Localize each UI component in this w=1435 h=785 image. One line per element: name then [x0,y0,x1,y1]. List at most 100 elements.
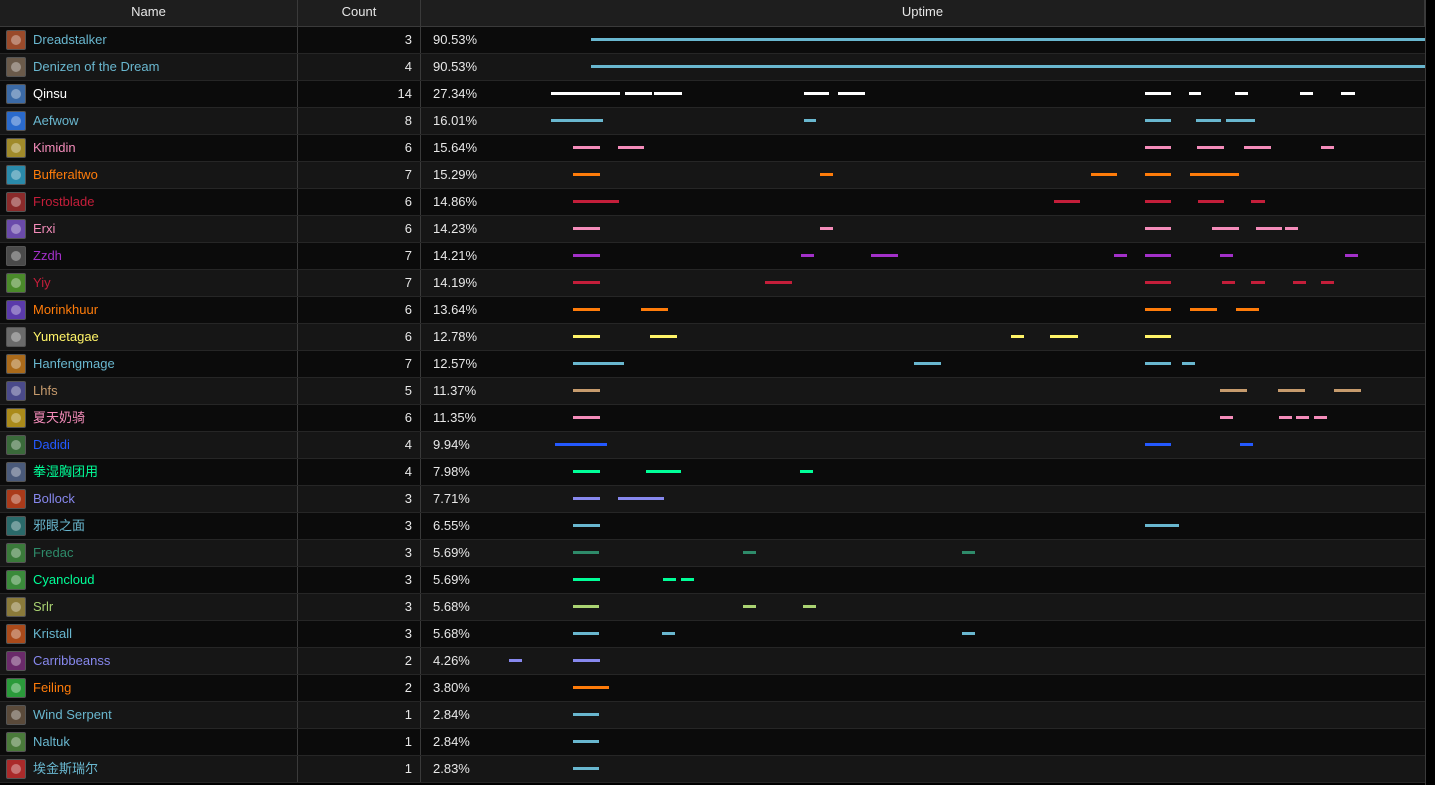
table-row[interactable]: Kimidin 6 15.64% [0,135,1425,162]
table-row[interactable]: Fredac 3 5.69% [0,540,1425,567]
player-name-link[interactable]: Kimidin [33,140,76,155]
count-cell: 4 [298,432,421,458]
player-name-link[interactable]: Dadidi [33,437,70,452]
player-name-link[interactable]: Feiling [33,680,72,695]
uptime-segment [1236,308,1259,311]
table-row[interactable]: Dreadstalker 3 90.53% [0,27,1425,54]
uptime-timeline [491,81,1425,107]
player-name-link[interactable]: Bollock [33,491,75,506]
table-row[interactable]: Kristall 3 5.68% [0,621,1425,648]
uptime-segment [649,335,677,338]
table-row[interactable]: Aefwow 8 16.01% [0,108,1425,135]
table-row[interactable]: Qinsu 14 27.34% [0,81,1425,108]
table-row[interactable]: 拳湿胸团用 4 7.98% [0,459,1425,486]
uptime-segment [1054,200,1081,203]
player-name-link[interactable]: Wind Serpent [33,707,112,722]
table-row[interactable]: Feiling 2 3.80% [0,675,1425,702]
table-row[interactable]: Morinkhuur 6 13.64% [0,297,1425,324]
table-row[interactable]: Yiy 7 14.19% [0,270,1425,297]
table-row[interactable]: Denizen of the Dream 4 90.53% [0,54,1425,81]
table-row[interactable]: Zzdh 7 14.21% [0,243,1425,270]
name-cell: Frostblade [0,189,298,215]
player-name-link[interactable]: Qinsu [33,86,67,101]
count-cell: 4 [298,54,421,80]
player-name-link[interactable]: Bufferaltwo [33,167,98,182]
uptime-timeline [491,54,1425,80]
player-name-link[interactable]: Aefwow [33,113,79,128]
player-name-link[interactable]: Lhfs [33,383,58,398]
warrior-icon [6,381,26,401]
header-uptime[interactable]: Uptime [421,0,1425,26]
player-name-link[interactable]: Yumetagae [33,329,99,344]
count-cell: 1 [298,702,421,728]
name-cell: Cyancloud [0,567,298,593]
uptime-segment [1144,308,1171,311]
player-name-link[interactable]: Naltuk [33,734,70,749]
mage-icon [6,111,26,131]
uptime-segment [1144,524,1180,527]
table-row[interactable]: 邪眼之面 3 6.55% [0,513,1425,540]
player-name-link[interactable]: Frostblade [33,194,95,209]
uptime-segment [1344,254,1358,257]
uptime-percent: 13.64% [433,302,478,317]
pet-icon [6,732,26,752]
uptime-segment [573,281,601,284]
player-name-link[interactable]: Zzdh [33,248,62,263]
table-row[interactable]: Carribbeanss 2 4.26% [0,648,1425,675]
table-row[interactable]: Frostblade 6 14.86% [0,189,1425,216]
count-cell: 3 [298,513,421,539]
uptime-segment [1255,227,1283,230]
table-row[interactable]: 夏天奶骑 6 11.35% [0,405,1425,432]
player-name-link[interactable]: Srlr [33,599,54,614]
uptime-segment [573,308,601,311]
count-cell: 7 [298,270,421,296]
player-name-link[interactable]: Erxi [33,221,56,236]
druid-icon [6,678,26,698]
table-row[interactable]: Hanfengmage 7 12.57% [0,351,1425,378]
table-row[interactable]: Bufferaltwo 7 15.29% [0,162,1425,189]
player-name-link[interactable]: Fredac [33,545,74,560]
name-cell: Lhfs [0,378,298,404]
table-row[interactable]: Bollock 3 7.71% [0,486,1425,513]
uptime-timeline [491,405,1425,431]
player-name-link[interactable]: Dreadstalker [33,32,107,47]
player-name-link[interactable]: 拳湿胸团用 [33,464,99,479]
table-row[interactable]: Srlr 3 5.68% [0,594,1425,621]
uptime-segment [508,659,522,662]
player-name-link[interactable]: Denizen of the Dream [33,59,160,74]
header-name[interactable]: Name [0,0,298,26]
player-name-link[interactable]: Morinkhuur [33,302,99,317]
count-cell: 8 [298,108,421,134]
player-name-link[interactable]: Hanfengmage [33,356,115,371]
table-row[interactable]: Lhfs 5 11.37% [0,378,1425,405]
uptime-timeline [491,27,1425,53]
table-row[interactable]: Yumetagae 6 12.78% [0,324,1425,351]
uptime-percent: 2.83% [433,761,470,776]
table-row[interactable]: Naltuk 1 2.84% [0,729,1425,756]
player-name-link[interactable]: Carribbeanss [33,653,111,668]
uptime-segment [618,497,664,500]
player-name-link[interactable]: Yiy [33,275,51,290]
uptime-percent: 7.71% [433,491,470,506]
player-name-link[interactable]: Kristall [33,626,73,641]
header-count[interactable]: Count [298,0,421,26]
uptime-timeline [491,567,1425,593]
name-cell: Zzdh [0,243,298,269]
table-row[interactable]: Dadidi 4 9.94% [0,432,1425,459]
uptime-timeline [491,756,1425,782]
table-row[interactable]: Cyancloud 3 5.69% [0,567,1425,594]
count-cell: 1 [298,756,421,782]
uptime-percent: 14.21% [433,248,478,263]
table-row[interactable]: Wind Serpent 1 2.84% [0,702,1425,729]
table-row[interactable]: 埃金斯瑞尔 1 2.83% [0,756,1425,783]
uptime-segment [573,632,600,635]
table-row[interactable]: Erxi 6 14.23% [0,216,1425,243]
player-name-link[interactable]: 夏天奶骑 [33,410,86,425]
uptime-segment [1278,389,1305,392]
player-name-link[interactable]: 埃金斯瑞尔 [33,761,99,776]
player-name-link[interactable]: 邪眼之面 [33,518,86,533]
player-name-link[interactable]: Cyancloud [33,572,95,587]
name-cell: Naltuk [0,729,298,755]
uptime-segment [838,92,865,95]
uptime-percent: 11.35% [433,410,477,425]
